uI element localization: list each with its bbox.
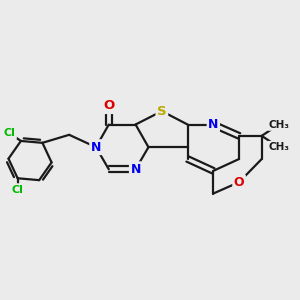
Text: O: O <box>103 100 114 112</box>
Text: O: O <box>234 176 244 189</box>
Text: Cl: Cl <box>4 128 16 138</box>
Text: CH₃: CH₃ <box>268 142 289 152</box>
Text: N: N <box>91 141 101 154</box>
Text: S: S <box>157 105 167 118</box>
Text: Cl: Cl <box>12 184 24 195</box>
Text: N: N <box>208 118 218 131</box>
Text: CH₃: CH₃ <box>268 119 289 130</box>
Text: N: N <box>130 163 141 176</box>
